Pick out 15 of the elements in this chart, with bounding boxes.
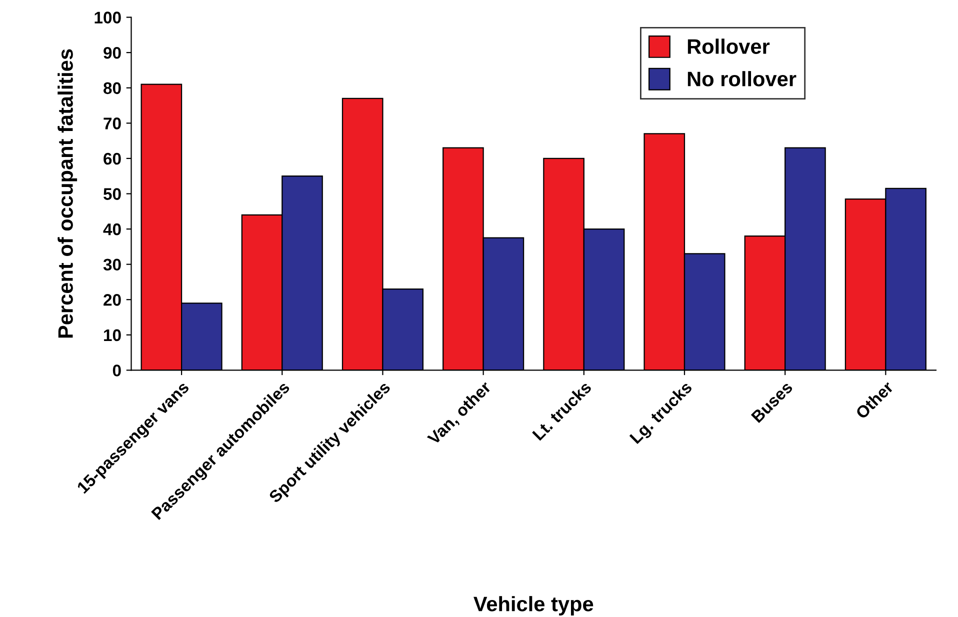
y-tick-label: 40 <box>103 223 121 236</box>
y-tick-label: 90 <box>104 46 121 59</box>
y-tick-label: 100 <box>94 12 121 24</box>
y-tick-label: 10 <box>104 329 121 342</box>
y-tick-label: 70 <box>104 118 121 130</box>
y-tick-label: 80 <box>104 82 121 94</box>
y-tick-label: 20 <box>104 294 121 306</box>
y-tick-label: 0 <box>112 364 121 376</box>
legend-label: Rollover <box>688 38 770 54</box>
y-axis-title: Percent of occupant fatalities <box>58 49 78 338</box>
y-tick-label: 60 <box>104 152 121 165</box>
y-tick-label: 50 <box>104 188 121 200</box>
x-axis-title: Vehicle type <box>474 596 594 616</box>
y-tick-label: 30 <box>103 258 121 271</box>
legend-label: No rollover <box>688 71 796 86</box>
